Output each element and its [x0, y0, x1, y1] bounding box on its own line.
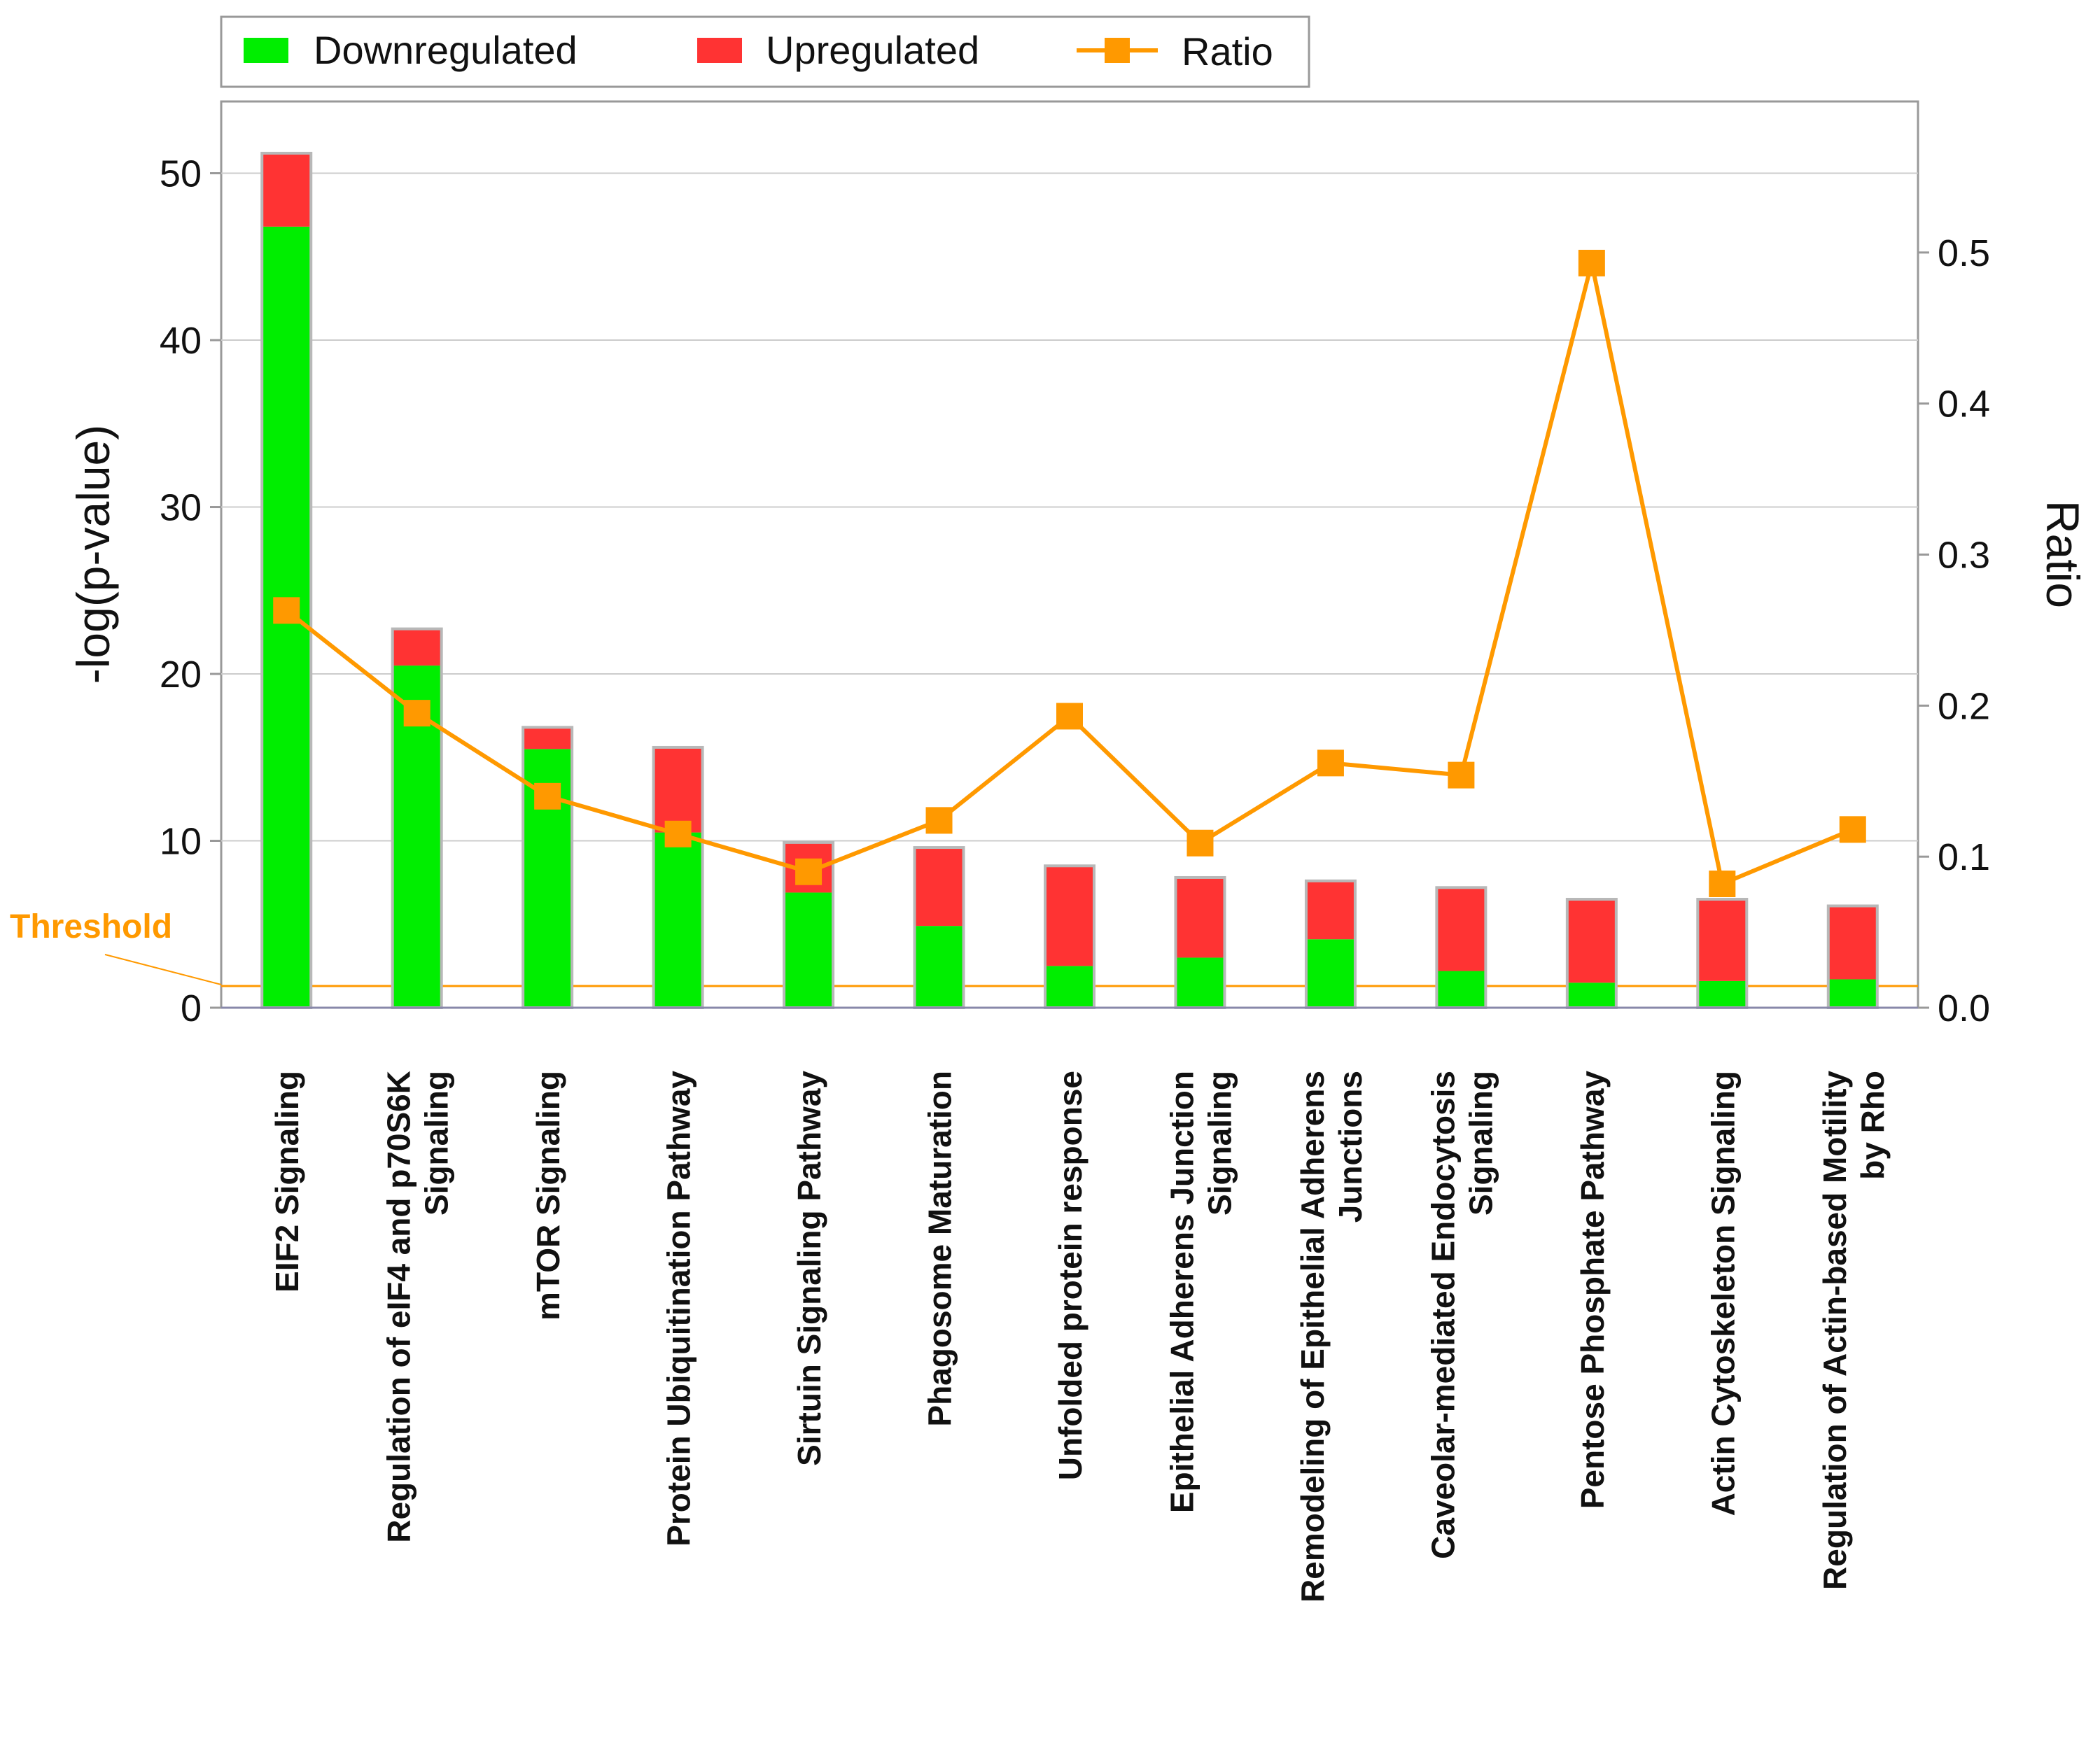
bar-downregulated: [1698, 980, 1747, 1008]
ratio-marker: [273, 597, 300, 624]
y-tick-label: 20: [160, 654, 202, 696]
legend-swatch-ratio-marker: [1105, 38, 1130, 63]
bar-group: [522, 726, 574, 1010]
ratio-marker: [534, 782, 561, 810]
category-label: Signaling: [1201, 1071, 1238, 1216]
bar-downregulated: [784, 892, 834, 1008]
category-label: Pentose Phosphate Pathway: [1574, 1071, 1611, 1509]
y-axis-left: 0 10 20 30 40 50: [160, 153, 221, 1029]
legend-label-ratio: Ratio: [1182, 29, 1273, 73]
bar-upregulated: [1828, 906, 1877, 980]
category-label: Regulation of eIF4 and p70S6K: [381, 1071, 417, 1543]
y-axis-title: -log(p-value): [67, 425, 119, 684]
bar-upregulated: [653, 747, 703, 833]
category-label: Unfolded protein response: [1052, 1071, 1088, 1480]
bar-upregulated: [392, 628, 442, 666]
y-axis-right: 0.0 0.1 0.2 0.3 0.4 0.5: [1918, 232, 1990, 1029]
category-label: Protein Ubiquitination Pathway: [661, 1071, 697, 1547]
y2-tick-label: 0.4: [1938, 383, 1990, 425]
y2-tick-label: 0.2: [1938, 685, 1990, 727]
bar-downregulated: [1306, 939, 1355, 1008]
category-label: Sirtuin Signaling Pathway: [791, 1071, 827, 1466]
y-tick-label: 30: [160, 487, 202, 529]
bar-downregulated: [1567, 983, 1616, 1008]
ratio-line: [285, 260, 1854, 887]
bar-upregulated: [1567, 899, 1616, 983]
ratio-marker: [1839, 816, 1866, 843]
bar-group: [1826, 904, 1879, 1009]
threshold-label: Threshold: [10, 908, 172, 945]
bar-group: [391, 627, 443, 1009]
bar-group: [1696, 897, 1749, 1009]
ratio-series: [273, 249, 1866, 898]
ratio-marker: [403, 700, 430, 727]
y-tick-label: 0: [181, 987, 202, 1029]
gridlines: [221, 172, 1918, 842]
bar-downregulated: [1436, 971, 1486, 1008]
category-label: Junctions: [1332, 1071, 1368, 1223]
bar-group: [1565, 897, 1618, 1009]
category-label: Remodeling of Epithelial Adherens: [1294, 1071, 1331, 1603]
category-label: Signaling: [419, 1071, 455, 1216]
y2-axis-title: Ratio: [2037, 500, 2089, 608]
bar-upregulated: [1306, 880, 1355, 940]
ratio-marker: [1709, 871, 1736, 898]
bar-downregulated: [653, 832, 703, 1008]
bar-group: [913, 846, 965, 1009]
ratio-marker: [1317, 749, 1344, 777]
legend-label-upregulated: Upregulated: [766, 28, 979, 72]
legend-swatch-upregulated: [697, 38, 742, 63]
bar-downregulated: [914, 926, 964, 1008]
category-labels: EIF2 Signaling Regulation of eIF4 and p70…: [269, 1071, 1891, 1603]
bar-group: [1304, 879, 1357, 1009]
bar-upregulated: [1436, 887, 1486, 971]
ratio-marker: [664, 820, 692, 847]
bar-upregulated: [262, 153, 312, 227]
bar-upregulated: [523, 727, 573, 749]
bar-upregulated: [1698, 899, 1747, 981]
y-tick-label: 40: [160, 320, 202, 362]
bar-upregulated: [1175, 877, 1225, 958]
bar-group: [260, 151, 313, 1009]
bar-downregulated: [1045, 966, 1094, 1008]
bar-downregulated: [1828, 979, 1877, 1008]
bar-group: [652, 745, 704, 1009]
bar-group: [1435, 886, 1488, 1010]
ratio-marker: [1056, 703, 1083, 730]
ratio-marker: [1448, 761, 1475, 789]
ratio-marker: [1578, 249, 1605, 276]
ratio-marker: [795, 858, 822, 885]
y2-tick-label: 0.1: [1938, 836, 1990, 878]
legend-swatch-downregulated: [244, 38, 288, 63]
category-label: Regulation of Actin-based Motility: [1816, 1071, 1853, 1590]
y-tick-label: 10: [160, 821, 202, 863]
category-label: EIF2 Signaling: [269, 1071, 305, 1293]
y2-tick-label: 0.3: [1938, 535, 1990, 577]
bar-group: [1044, 864, 1096, 1009]
y2-tick-label: 0.5: [1938, 232, 1990, 274]
bar-group: [1174, 875, 1226, 1009]
bar-upregulated: [1045, 866, 1094, 966]
y-tick-label: 50: [160, 153, 202, 195]
ratio-marker: [1186, 829, 1214, 857]
legend-label-downregulated: Downregulated: [314, 28, 578, 72]
category-label: Signaling: [1462, 1071, 1499, 1216]
category-label: Phagosome Maturation: [922, 1071, 958, 1427]
y2-tick-label: 0.0: [1938, 987, 1990, 1029]
ratio-marker: [925, 807, 953, 834]
category-label: Caveolar-mediated Endocytosis: [1424, 1071, 1461, 1559]
bar-upregulated: [914, 847, 964, 927]
category-label: Actin Cytoskeleton Signaling: [1704, 1071, 1741, 1516]
bars: [260, 151, 1879, 1010]
category-label: mTOR Signaling: [530, 1071, 566, 1321]
bar-downregulated: [1175, 957, 1225, 1008]
threshold-leader: [104, 954, 222, 985]
category-label: Epithelial Adherens Junction: [1163, 1071, 1200, 1513]
legend: Downregulated Upregulated Ratio: [220, 15, 1310, 88]
category-label: by Rho: [1854, 1071, 1891, 1180]
